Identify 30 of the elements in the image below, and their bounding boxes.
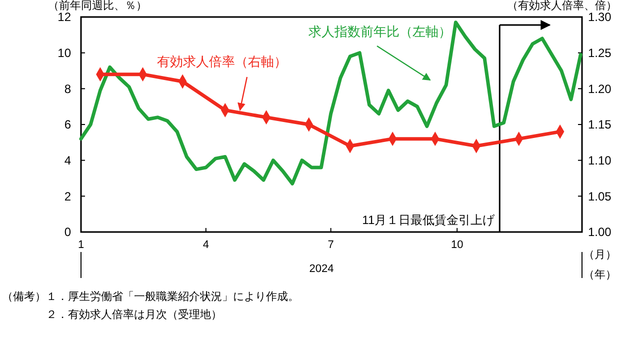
text: ２．有効求人倍率は月次（受理地） bbox=[46, 308, 222, 321]
x-tick-label: 4 bbox=[202, 239, 209, 251]
ref-line-label: 11月１日最低賃金引上げ bbox=[362, 213, 496, 227]
y2-tick-label: 1.10 bbox=[588, 154, 612, 168]
text: （備考） bbox=[2, 290, 46, 303]
text: （月） bbox=[584, 249, 616, 261]
y-tick-label: 0 bbox=[64, 225, 72, 240]
y2-axis-title: （有効求人倍率、倍） bbox=[507, 0, 617, 12]
x-tick-label: 1 bbox=[78, 239, 84, 251]
y2-tick-label: 1.00 bbox=[588, 225, 612, 240]
series-label: 有効求人倍率（右軸） bbox=[157, 54, 287, 69]
y-tick-label: 8 bbox=[64, 82, 72, 96]
y-tick-label: 6 bbox=[64, 118, 72, 132]
text: （年） bbox=[584, 269, 616, 281]
y-tick-label: 12 bbox=[58, 10, 72, 24]
y-tick-label: 10 bbox=[58, 46, 72, 60]
x-axis-title: 2024 bbox=[309, 263, 334, 275]
y2-tick-label: 1.05 bbox=[588, 189, 612, 204]
y2-tick-label: 1.20 bbox=[588, 82, 612, 96]
series-label: 求人指数前年比（左軸） bbox=[308, 24, 452, 39]
y-axis-title: （前年同週比、％） bbox=[48, 0, 147, 12]
y2-tick-label: 1.15 bbox=[588, 118, 612, 132]
y-tick-label: 4 bbox=[64, 154, 72, 168]
text: １．厚生労働省「一般職業紹介状況」により作成。 bbox=[46, 290, 299, 303]
y-tick-label: 2 bbox=[64, 189, 72, 204]
y2-tick-label: 1.30 bbox=[588, 10, 612, 24]
y2-tick-label: 1.25 bbox=[588, 46, 612, 60]
x-tick-label: 10 bbox=[450, 239, 464, 251]
x-tick-label: 7 bbox=[328, 239, 334, 251]
line-series bbox=[79, 20, 582, 186]
